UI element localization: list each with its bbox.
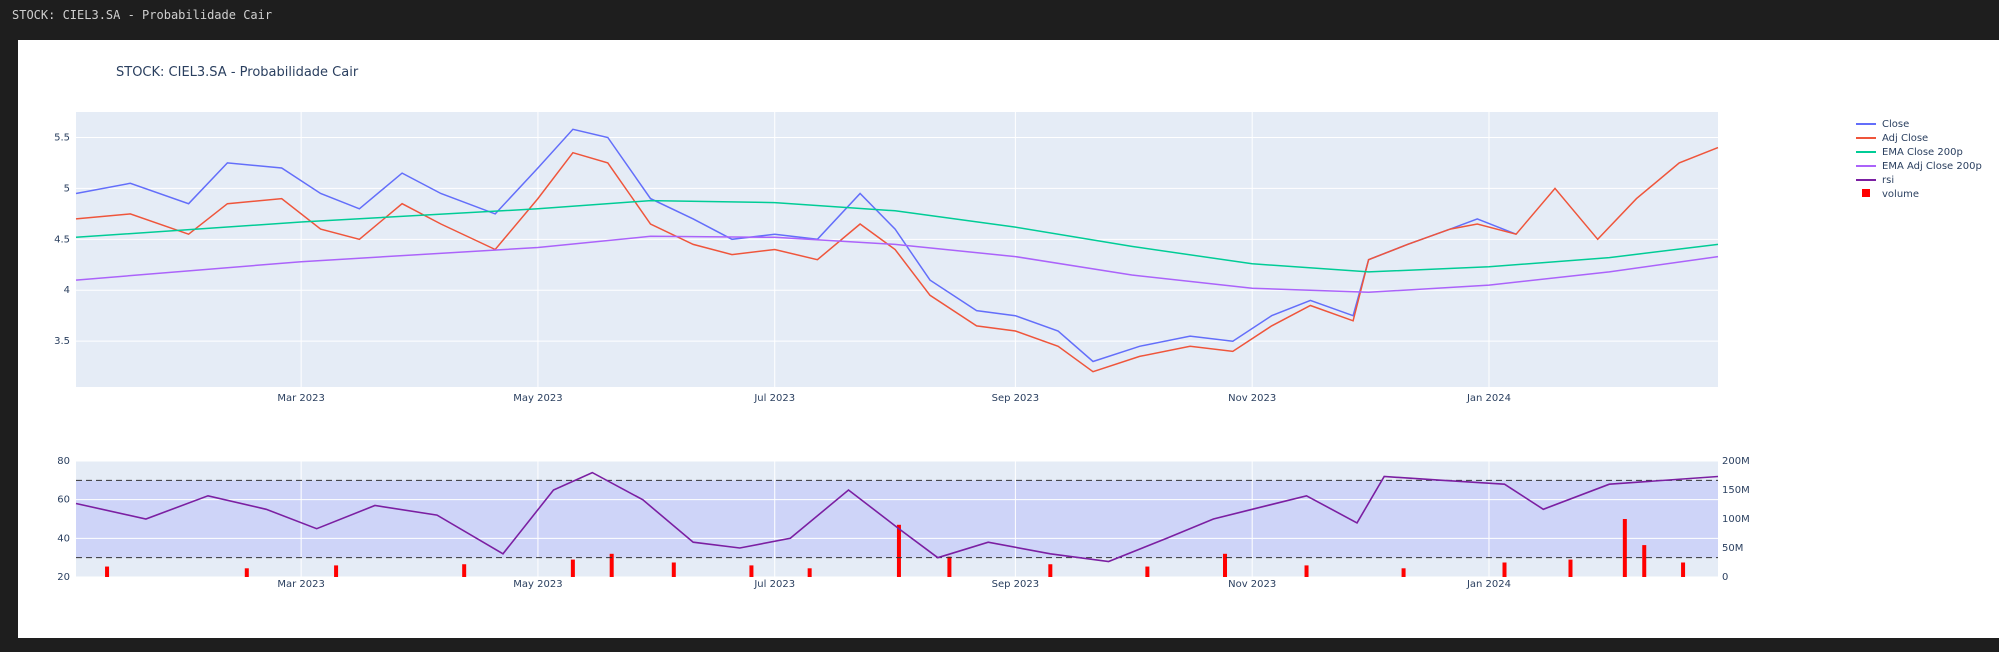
main-x-tick-label: Mar 2023 [277, 393, 325, 404]
rsi-x-tick-label: Jan 2024 [1466, 579, 1511, 590]
rsi-x-tick-label: Nov 2023 [1228, 579, 1276, 590]
chart-svg[interactable]: STOCK: CIEL3.SA - Probabilidade Cair 3.5 4… [18, 40, 1999, 638]
volume-bar [1681, 562, 1686, 577]
volume-bar [1568, 559, 1573, 577]
main-x-tick-label: Nov 2023 [1228, 393, 1276, 404]
rsi-x-tick-label: Sep 2023 [992, 579, 1039, 590]
volume-bar [749, 565, 754, 577]
series-line-rsi [75, 471, 1719, 563]
main-x-tick-label: Jul 2023 [753, 393, 795, 404]
rsi-x-tick-label: Mar 2023 [277, 579, 325, 590]
volume-bar [462, 564, 467, 577]
main-y-tick-label: 4 [64, 285, 70, 296]
main-y-tick-label: 3.5 [54, 336, 70, 347]
volume-bar [105, 566, 110, 577]
volume-bar [807, 568, 812, 577]
legend-entry: EMA Close 200p [1882, 147, 1963, 158]
volume-bar [1304, 565, 1309, 577]
volume-bar [1642, 545, 1647, 577]
series-line-close [75, 128, 1517, 363]
volume-bar [1145, 566, 1150, 577]
volume-y-tick-label: 0 [1722, 572, 1728, 583]
volume-y-tick-label: 150M [1722, 485, 1750, 496]
volume-bar [1401, 568, 1406, 577]
series-line-adj-close [75, 146, 1719, 373]
legend-entry: rsi [1882, 175, 1894, 186]
volume-y-tick-label: 100M [1722, 514, 1750, 525]
rsi-y-tick-label: 20 [57, 572, 70, 583]
main-x-tick-label: Sep 2023 [992, 393, 1039, 404]
plot-card: STOCK: CIEL3.SA - Probabilidade Cair 3.5 4… [18, 40, 1999, 638]
window-title: STOCK: CIEL3.SA - Probabilidade Cair [12, 8, 273, 22]
main-y-tick-label: 4.5 [54, 234, 70, 245]
main-y-tick-label: 5 [64, 183, 70, 194]
main-x-tick-label: Jan 2024 [1466, 393, 1511, 404]
volume-bar [334, 565, 339, 577]
title-bar: STOCK: CIEL3.SA - Probabilidade Cair [0, 0, 1999, 38]
volume-y-tick-label: 50M [1722, 543, 1743, 554]
legend-swatch [1862, 189, 1870, 197]
volume-bar [244, 568, 249, 577]
main-x-tick-label: May 2023 [513, 393, 562, 404]
volume-bar [1622, 519, 1627, 577]
rsi-y-tick-label: 40 [57, 533, 70, 544]
volume-bar [609, 553, 614, 577]
legend-entry: Adj Close [1882, 133, 1928, 144]
volume-bar [1502, 562, 1507, 577]
volume-y-tick-label: 200M [1722, 456, 1750, 467]
series-line-ema-adj-close-200p [75, 235, 1719, 294]
rsi-x-tick-label: Jul 2023 [753, 579, 795, 590]
legend-entry: volume [1882, 189, 1919, 200]
legend-entry: EMA Adj Close 200p [1882, 161, 1982, 172]
rsi-y-tick-label: 80 [57, 456, 70, 467]
volume-bar [1048, 564, 1053, 577]
chart-title: STOCK: CIEL3.SA - Probabilidade Cair [116, 65, 359, 80]
main-y-tick-label: 5.5 [54, 132, 70, 143]
rsi-x-tick-label: May 2023 [513, 579, 562, 590]
legend-entry: Close [1882, 119, 1909, 130]
volume-bar [1223, 553, 1228, 577]
rsi-y-tick-label: 60 [57, 495, 70, 506]
volume-bar [947, 556, 952, 577]
volume-bar [570, 559, 575, 577]
volume-bar [671, 562, 676, 577]
series-line-ema-close-200p [75, 199, 1719, 273]
volume-bar [896, 524, 901, 577]
main-plot-area [76, 112, 1718, 387]
